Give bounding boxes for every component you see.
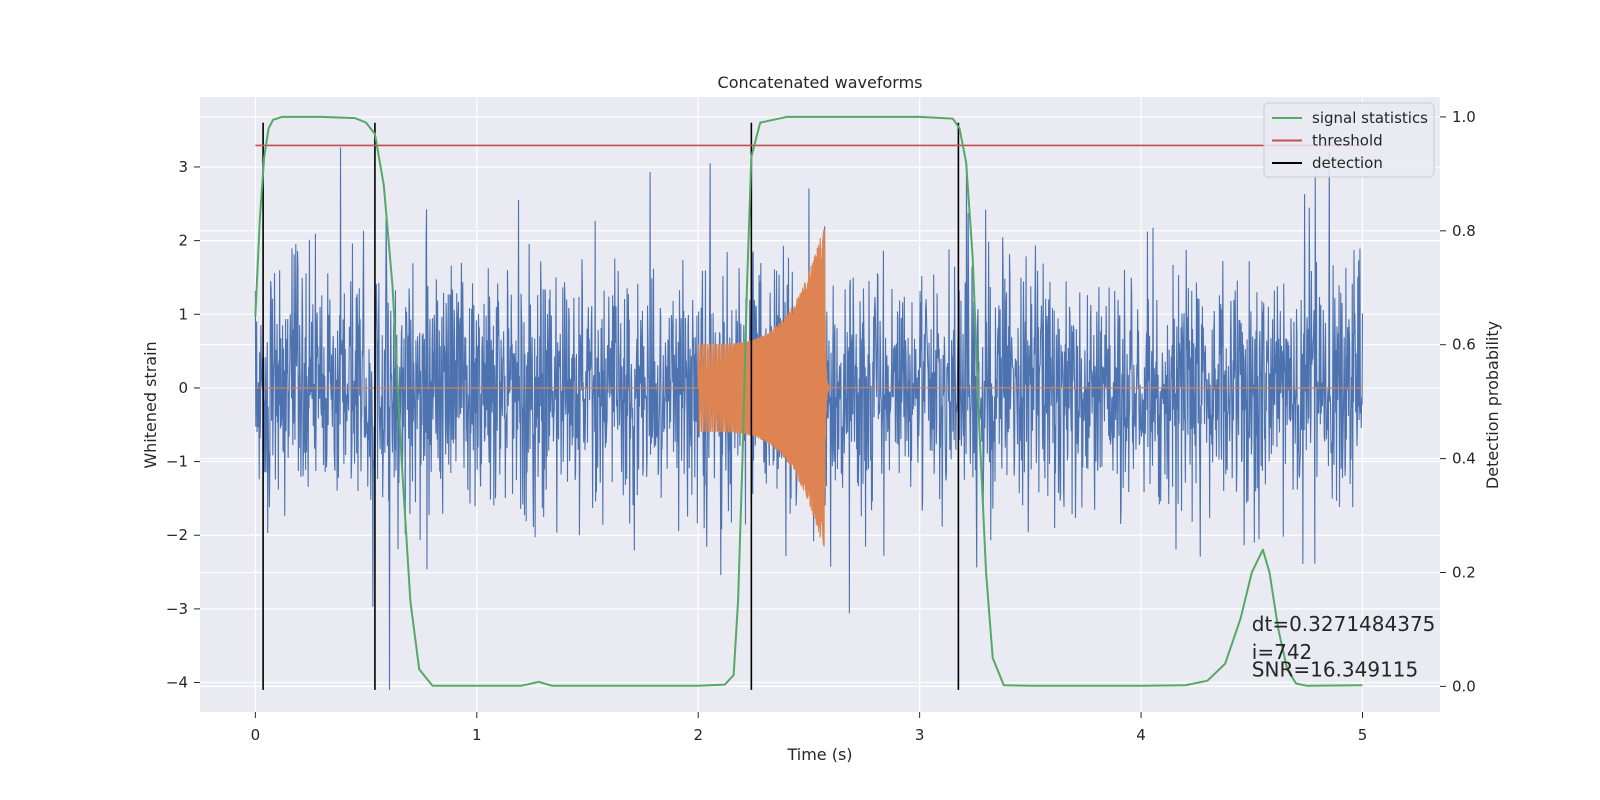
- detection-lines: [262, 122, 960, 690]
- y-left-tick-label: 2: [178, 232, 188, 250]
- y-right-tick-label: 0.2: [1452, 563, 1476, 581]
- x-tick-label: 3: [915, 726, 925, 744]
- x-tick-label: 0: [251, 726, 261, 744]
- x-tick-label: 4: [1136, 726, 1146, 744]
- y-left-tick-label: −4: [166, 674, 188, 692]
- x-axis-label: Time (s): [786, 745, 852, 764]
- axis-ticks: 0 1 2 3 4 5 3 2 1 0 −1 −2 −3 −4 1.0 0.8 0.6 0.4 0.2 0.0: [166, 108, 1476, 744]
- y-left-tick-label: −1: [166, 453, 188, 471]
- legend-label: signal statistics: [1312, 109, 1428, 127]
- legend-label: threshold: [1312, 132, 1383, 150]
- strain-line: [254, 147, 1364, 690]
- signal-statistics-line: [254, 115, 1363, 687]
- injected-signal-line: [255, 229, 1363, 547]
- y-right-tick-label: 0.4: [1452, 450, 1476, 468]
- y-left-tick-label: 1: [178, 305, 188, 323]
- strain-series: [254, 147, 1364, 690]
- y-axis-label-left: Whitened strain: [141, 341, 160, 468]
- y-right-tick-label: 0.0: [1452, 677, 1476, 695]
- legend-label: detection: [1312, 154, 1383, 172]
- y-left-tick-label: −3: [166, 600, 188, 618]
- legend-box: [1263, 102, 1435, 178]
- y-left-tick-label: −2: [166, 526, 188, 544]
- annotation-text: i=742: [1252, 640, 1313, 664]
- x-tick-label: 1: [472, 726, 482, 744]
- y-left-tick-label: 3: [178, 158, 188, 176]
- annotation-text: SNR=16.349115: [1252, 658, 1418, 682]
- y-right-tick-label: 0.6: [1452, 336, 1476, 354]
- legend: signal statistics threshold detection: [1263, 102, 1435, 178]
- x-tick-label: 5: [1358, 726, 1368, 744]
- y-left-tick-label: 0: [178, 379, 188, 397]
- y-axis-label-right: Detection probability: [1483, 321, 1502, 489]
- chart-title: Concatenated waveforms: [718, 73, 923, 92]
- signal-statistics-series: [254, 115, 1363, 687]
- y-right-tick-label: 1.0: [1452, 108, 1476, 126]
- injection-series: [255, 229, 1363, 547]
- annotation-text: dt=0.3271484375: [1252, 612, 1436, 636]
- y-right-tick-label: 0.8: [1452, 222, 1476, 240]
- x-tick-label: 2: [693, 726, 703, 744]
